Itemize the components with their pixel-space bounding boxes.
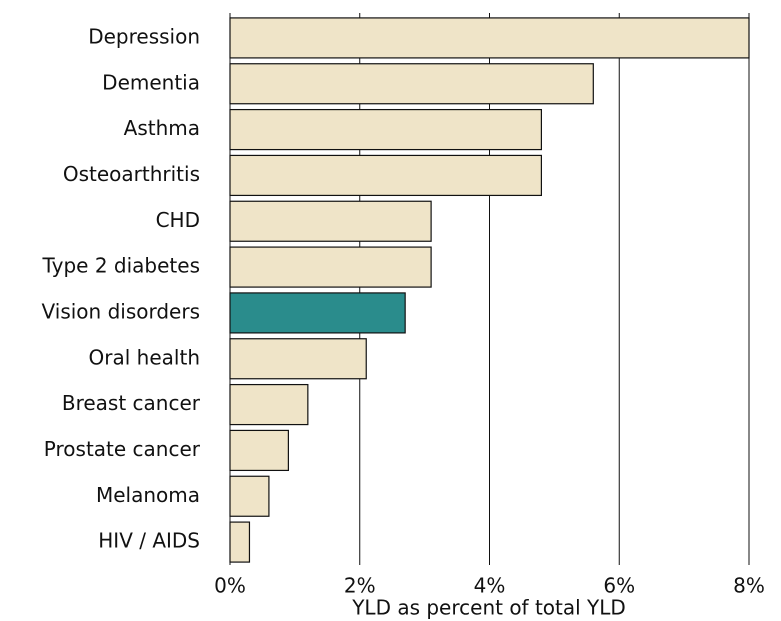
y-tick-label: Breast cancer bbox=[62, 391, 201, 415]
bar bbox=[229, 63, 594, 105]
y-tick-label: CHD bbox=[156, 208, 200, 232]
x-tick-label: 8% bbox=[733, 574, 765, 598]
bar bbox=[229, 338, 367, 380]
y-tick-label: Dementia bbox=[102, 70, 200, 94]
y-tick-label: Prostate cancer bbox=[44, 437, 201, 461]
y-tick-label: Melanoma bbox=[96, 483, 200, 507]
x-tick-label: 2% bbox=[344, 574, 376, 598]
x-axis-label: YLD as percent of total YLD bbox=[351, 596, 626, 620]
bar bbox=[229, 17, 750, 59]
bar bbox=[229, 429, 289, 472]
y-tick-label: Vision disorders bbox=[42, 299, 200, 323]
y-tick-label: Depression bbox=[88, 24, 200, 48]
y-tick-label: Asthma bbox=[124, 116, 200, 140]
bar bbox=[229, 246, 432, 288]
bar bbox=[229, 475, 270, 517]
y-tick-label: HIV / AIDS bbox=[98, 529, 200, 553]
y-tick-label: Oral health bbox=[89, 345, 200, 369]
bar bbox=[229, 200, 432, 242]
bar bbox=[229, 383, 309, 426]
x-tick-label: 6% bbox=[603, 574, 635, 598]
bar bbox=[229, 292, 406, 334]
bar bbox=[229, 108, 542, 151]
y-tick-label: Osteoarthritis bbox=[63, 162, 200, 186]
x-tick-label: 4% bbox=[474, 574, 506, 598]
bar bbox=[229, 521, 251, 563]
y-tick-label: Type 2 diabetes bbox=[42, 254, 200, 278]
x-tick-label: 0% bbox=[214, 574, 246, 598]
bar bbox=[229, 154, 542, 197]
